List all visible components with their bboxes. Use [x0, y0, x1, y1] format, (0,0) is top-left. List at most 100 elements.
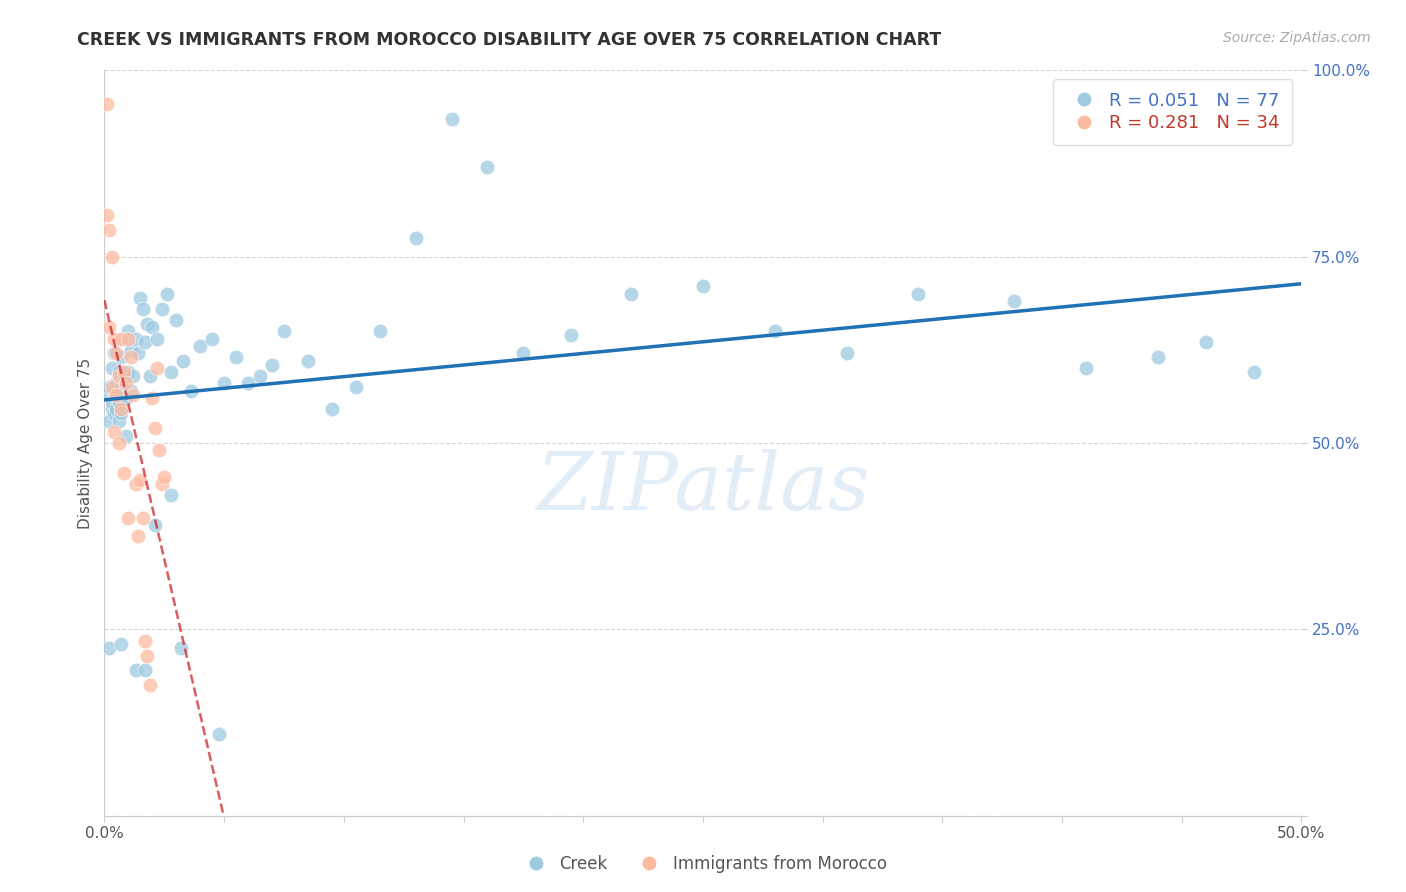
- Point: [136, 317, 159, 331]
- Point: [107, 436, 129, 450]
- Point: [153, 469, 176, 483]
- Point: [165, 313, 187, 327]
- Point: [100, 380, 122, 394]
- Point: [103, 346, 125, 360]
- Point: [180, 384, 202, 398]
- Point: [110, 380, 132, 394]
- Legend: R = 0.051   N = 77, R = 0.281   N = 34: R = 0.051 N = 77, R = 0.281 N = 34: [1053, 79, 1292, 145]
- Point: [117, 332, 139, 346]
- Point: [150, 301, 173, 316]
- Point: [96, 96, 118, 111]
- Point: [236, 376, 259, 391]
- Point: [98, 641, 121, 656]
- Point: [105, 346, 128, 360]
- Point: [134, 335, 156, 350]
- Point: [103, 406, 125, 420]
- Point: [131, 510, 153, 524]
- Point: [110, 350, 132, 364]
- Point: [344, 380, 367, 394]
- Point: [124, 477, 146, 491]
- Point: [134, 664, 156, 678]
- Point: [107, 414, 129, 428]
- Point: [134, 633, 156, 648]
- Point: [249, 368, 271, 383]
- Point: [139, 368, 162, 383]
- Point: [405, 231, 427, 245]
- Point: [907, 286, 929, 301]
- Point: [96, 209, 118, 223]
- Point: [512, 346, 534, 360]
- Point: [120, 350, 142, 364]
- Point: [96, 387, 118, 401]
- Point: [143, 421, 166, 435]
- Point: [129, 291, 152, 305]
- Point: [146, 361, 169, 376]
- Point: [692, 279, 714, 293]
- Point: [120, 384, 142, 398]
- Point: [103, 425, 125, 439]
- Point: [321, 402, 343, 417]
- Point: [110, 637, 132, 651]
- Point: [100, 395, 122, 409]
- Point: [117, 324, 139, 338]
- Point: [143, 518, 166, 533]
- Point: [107, 365, 129, 379]
- Y-axis label: Disability Age Over 75: Disability Age Over 75: [79, 358, 93, 529]
- Point: [620, 286, 643, 301]
- Point: [110, 402, 132, 417]
- Point: [98, 414, 121, 428]
- Point: [1146, 350, 1168, 364]
- Point: [160, 365, 183, 379]
- Point: [273, 324, 295, 338]
- Point: [122, 368, 145, 383]
- Point: [105, 402, 128, 417]
- Point: [129, 473, 152, 487]
- Point: [127, 346, 149, 360]
- Point: [156, 286, 179, 301]
- Point: [103, 384, 125, 398]
- Point: [188, 339, 211, 353]
- Point: [105, 387, 128, 401]
- Point: [100, 361, 122, 376]
- Legend: Creek, Immigrants from Morocco: Creek, Immigrants from Morocco: [513, 848, 893, 880]
- Point: [112, 365, 135, 379]
- Point: [107, 368, 129, 383]
- Point: [201, 332, 224, 346]
- Point: [107, 395, 129, 409]
- Point: [124, 332, 146, 346]
- Point: [139, 678, 162, 692]
- Point: [98, 380, 121, 394]
- Point: [115, 428, 138, 442]
- Point: [141, 320, 163, 334]
- Point: [172, 354, 194, 368]
- Point: [105, 391, 128, 405]
- Point: [136, 648, 159, 663]
- Point: [127, 529, 149, 543]
- Point: [110, 406, 132, 420]
- Point: [141, 391, 163, 405]
- Point: [122, 387, 145, 401]
- Point: [297, 354, 319, 368]
- Point: [1074, 361, 1097, 376]
- Point: [1195, 335, 1218, 350]
- Point: [170, 641, 193, 656]
- Point: [208, 727, 231, 741]
- Point: [110, 332, 132, 346]
- Point: [131, 301, 153, 316]
- Point: [212, 376, 235, 391]
- Point: [112, 332, 135, 346]
- Point: [105, 376, 128, 391]
- Text: Source: ZipAtlas.com: Source: ZipAtlas.com: [1223, 31, 1371, 45]
- Point: [120, 343, 142, 357]
- Point: [100, 250, 122, 264]
- Point: [477, 160, 499, 174]
- Point: [124, 664, 146, 678]
- Point: [117, 510, 139, 524]
- Point: [112, 466, 135, 480]
- Point: [763, 324, 786, 338]
- Point: [560, 327, 582, 342]
- Point: [225, 350, 247, 364]
- Point: [150, 477, 173, 491]
- Point: [260, 358, 283, 372]
- Point: [103, 332, 125, 346]
